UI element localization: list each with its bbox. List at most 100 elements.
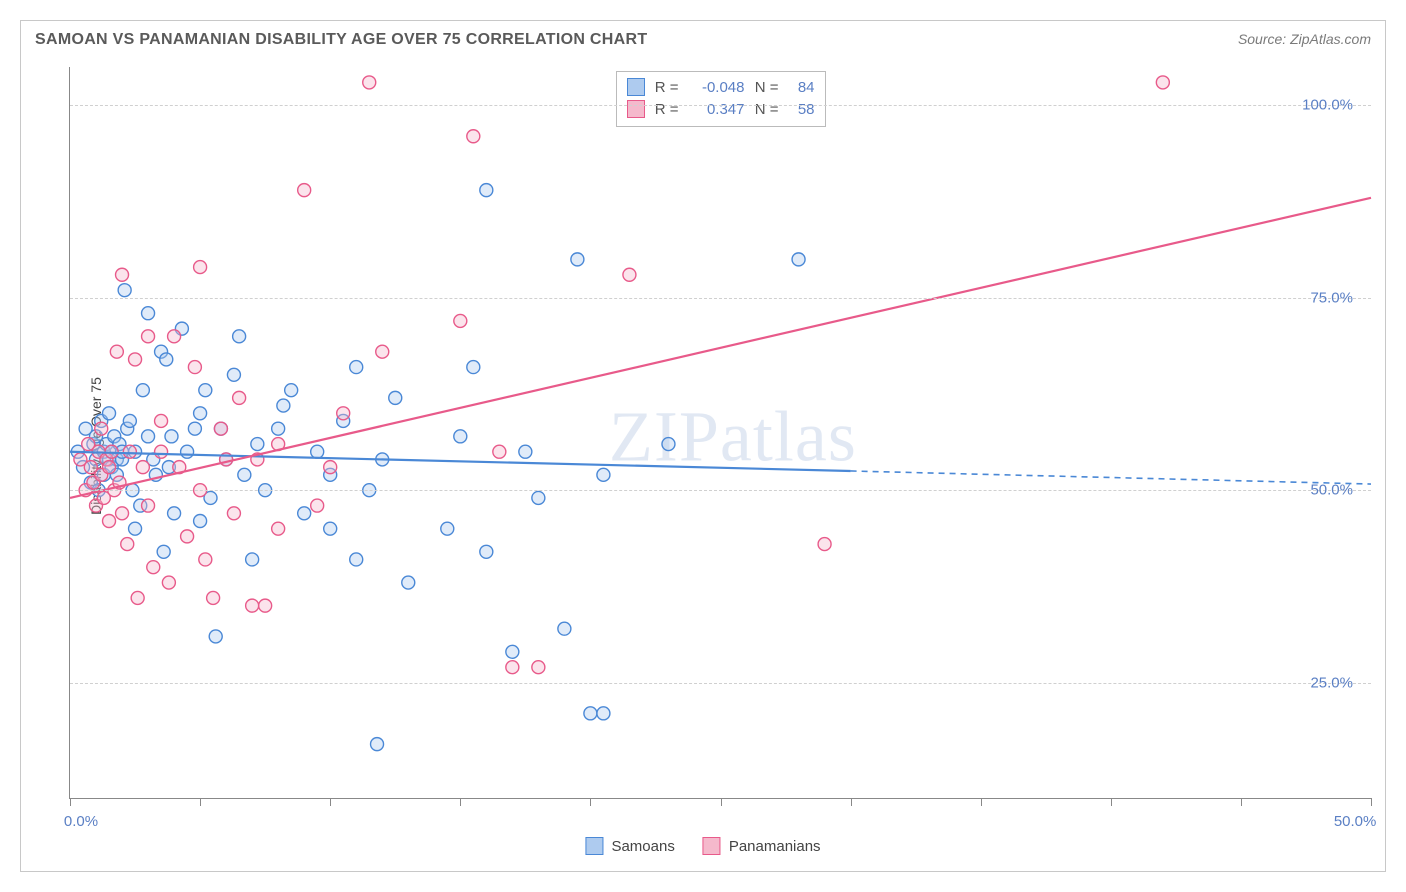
scatter-point bbox=[227, 368, 240, 381]
source-attribution: Source: ZipAtlas.com bbox=[1238, 31, 1371, 47]
scatter-point bbox=[506, 661, 519, 674]
scatter-point bbox=[298, 184, 311, 197]
scatter-point bbox=[454, 430, 467, 443]
legend-swatch-panamanians bbox=[703, 837, 721, 855]
scatter-point bbox=[181, 530, 194, 543]
scatter-point bbox=[584, 707, 597, 720]
scatter-point bbox=[623, 268, 636, 281]
y-tick-label: 50.0% bbox=[1310, 482, 1353, 499]
scatter-point bbox=[324, 461, 337, 474]
scatter-point bbox=[376, 345, 389, 358]
trend-line bbox=[70, 452, 851, 471]
scatter-point bbox=[168, 330, 181, 343]
scatter-point bbox=[155, 445, 168, 458]
x-tick bbox=[1111, 798, 1112, 806]
scatter-point bbox=[363, 76, 376, 89]
scatter-point bbox=[519, 445, 532, 458]
scatter-point bbox=[207, 591, 220, 604]
scatter-point bbox=[441, 522, 454, 535]
legend-label-panamanians: Panamanians bbox=[729, 838, 821, 855]
scatter-point bbox=[157, 545, 170, 558]
chart-container: SAMOAN VS PANAMANIAN DISABILITY AGE OVER… bbox=[20, 20, 1386, 872]
scatter-point bbox=[160, 353, 173, 366]
scatter-point bbox=[188, 361, 201, 374]
scatter-point bbox=[110, 345, 123, 358]
scatter-point bbox=[350, 361, 363, 374]
scatter-point bbox=[311, 499, 324, 512]
trend-line bbox=[70, 198, 1371, 498]
scatter-point bbox=[597, 707, 610, 720]
scatter-point bbox=[324, 522, 337, 535]
scatter-point bbox=[662, 438, 675, 451]
scatter-point bbox=[467, 130, 480, 143]
x-tick-label: 50.0% bbox=[1334, 813, 1377, 830]
scatter-point bbox=[1156, 76, 1169, 89]
scatter-point bbox=[194, 514, 207, 527]
gridline bbox=[70, 490, 1371, 491]
plot-area: ZIPatlas R = -0.048 N = 84 R = 0.347 N =… bbox=[69, 67, 1371, 799]
scatter-point bbox=[454, 314, 467, 327]
plot-svg bbox=[70, 67, 1371, 798]
x-tick-label: 0.0% bbox=[64, 813, 98, 830]
y-tick-label: 100.0% bbox=[1302, 97, 1353, 114]
scatter-point bbox=[233, 330, 246, 343]
scatter-point bbox=[597, 468, 610, 481]
scatter-point bbox=[123, 445, 136, 458]
scatter-point bbox=[116, 507, 129, 520]
scatter-point bbox=[214, 422, 227, 435]
scatter-point bbox=[251, 438, 264, 451]
x-tick bbox=[721, 798, 722, 806]
scatter-point bbox=[272, 422, 285, 435]
scatter-point bbox=[233, 391, 246, 404]
trend-line-extrapolated bbox=[851, 471, 1371, 484]
scatter-point bbox=[337, 407, 350, 420]
scatter-point bbox=[131, 591, 144, 604]
scatter-point bbox=[480, 184, 493, 197]
x-tick bbox=[330, 798, 331, 806]
scatter-point bbox=[123, 414, 136, 427]
scatter-point bbox=[194, 261, 207, 274]
scatter-point bbox=[165, 430, 178, 443]
scatter-point bbox=[532, 661, 545, 674]
legend-label-samoans: Samoans bbox=[611, 838, 674, 855]
scatter-point bbox=[103, 461, 116, 474]
scatter-point bbox=[199, 553, 212, 566]
scatter-point bbox=[142, 307, 155, 320]
scatter-point bbox=[246, 599, 259, 612]
scatter-point bbox=[136, 461, 149, 474]
legend-item-samoans: Samoans bbox=[585, 837, 674, 855]
scatter-point bbox=[142, 499, 155, 512]
scatter-point bbox=[389, 391, 402, 404]
y-tick-label: 25.0% bbox=[1310, 674, 1353, 691]
scatter-point bbox=[103, 407, 116, 420]
scatter-point bbox=[155, 414, 168, 427]
scatter-point bbox=[238, 468, 251, 481]
scatter-point bbox=[259, 599, 272, 612]
scatter-point bbox=[246, 553, 259, 566]
scatter-point bbox=[277, 399, 290, 412]
scatter-point bbox=[168, 507, 181, 520]
legend-swatch-samoans bbox=[585, 837, 603, 855]
scatter-point bbox=[142, 430, 155, 443]
scatter-point bbox=[194, 407, 207, 420]
scatter-point bbox=[103, 514, 116, 527]
scatter-point bbox=[571, 253, 584, 266]
scatter-point bbox=[199, 384, 212, 397]
scatter-point bbox=[118, 284, 131, 297]
legend-item-panamanians: Panamanians bbox=[703, 837, 821, 855]
scatter-point bbox=[116, 268, 129, 281]
gridline bbox=[70, 298, 1371, 299]
scatter-point bbox=[129, 353, 142, 366]
x-tick bbox=[1371, 798, 1372, 806]
scatter-point bbox=[818, 538, 831, 551]
scatter-point bbox=[792, 253, 805, 266]
scatter-point bbox=[311, 445, 324, 458]
scatter-point bbox=[162, 576, 175, 589]
scatter-point bbox=[272, 522, 285, 535]
scatter-point bbox=[95, 422, 108, 435]
scatter-point bbox=[298, 507, 311, 520]
scatter-point bbox=[493, 445, 506, 458]
scatter-point bbox=[121, 538, 134, 551]
scatter-point bbox=[285, 384, 298, 397]
x-tick bbox=[981, 798, 982, 806]
